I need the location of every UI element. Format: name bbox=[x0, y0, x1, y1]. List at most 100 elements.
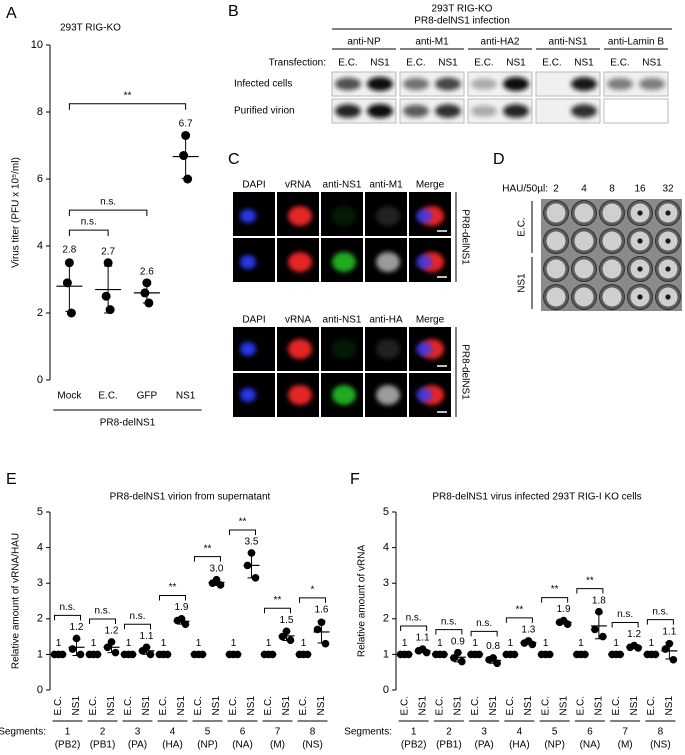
blot-subtitle: PR8-delNS1 infection bbox=[414, 16, 510, 27]
data-point bbox=[450, 654, 458, 662]
mean-label: 1 bbox=[508, 638, 514, 649]
significance-bracket bbox=[124, 623, 151, 630]
significance-label: ** bbox=[124, 90, 132, 101]
cell bbox=[376, 252, 400, 272]
micro-column-label: DAPI bbox=[242, 180, 265, 191]
mean-label: 1 bbox=[56, 638, 62, 649]
mean-label: 2.6 bbox=[140, 266, 154, 277]
y-tick-label: 1 bbox=[383, 648, 389, 660]
category-label: 7 bbox=[275, 727, 281, 738]
significance-label: n.s. bbox=[59, 602, 75, 613]
panel-label: A bbox=[6, 5, 17, 22]
x-tick-label: E.C. bbox=[228, 696, 239, 715]
error-bar bbox=[282, 630, 291, 642]
ha-dilution: 2 bbox=[553, 184, 559, 195]
panel-label: E bbox=[6, 471, 17, 488]
cell bbox=[416, 388, 432, 402]
micro-column-label: DAPI bbox=[242, 315, 265, 326]
blot-band bbox=[367, 104, 393, 118]
well-inner bbox=[574, 259, 594, 279]
data-point bbox=[208, 579, 217, 587]
lane-label: NS1 bbox=[370, 58, 390, 69]
category-label: 6 bbox=[587, 727, 593, 738]
y-tick-label: 3 bbox=[383, 577, 389, 589]
category-detail: (PB2) bbox=[401, 740, 427, 751]
significance-bracket bbox=[611, 622, 639, 628]
y-tick-label: 4 bbox=[383, 542, 389, 554]
lane-label: NS1 bbox=[642, 58, 662, 69]
y-axis-title: Virus titer (PFU x 10⁵/ml) bbox=[11, 157, 22, 268]
significance-bracket bbox=[194, 556, 221, 562]
mean-label: 1.5 bbox=[280, 615, 294, 626]
rbc-pellet bbox=[665, 238, 671, 244]
x-tick-label: E.C. bbox=[193, 696, 204, 715]
mean-label: 1.6 bbox=[315, 605, 329, 616]
x-tick-label: E.C. bbox=[98, 391, 117, 402]
micro-column-label: anti-HA bbox=[369, 315, 403, 326]
category-label: 2 bbox=[446, 727, 452, 738]
micro-column-label: vRNA bbox=[285, 180, 311, 191]
significance-bracket bbox=[576, 588, 604, 594]
category-detail: (PA) bbox=[128, 740, 147, 751]
blot-band bbox=[335, 104, 361, 118]
significance-bracket bbox=[646, 619, 674, 625]
antibody-label: anti-M1 bbox=[415, 37, 449, 48]
cell bbox=[416, 209, 432, 223]
antibody-label: anti-Lamin B bbox=[608, 37, 664, 48]
y-tick-label: 0 bbox=[37, 684, 43, 696]
x-tick-label: NS1 bbox=[417, 696, 428, 716]
significance-label: * bbox=[311, 585, 315, 596]
data-point bbox=[599, 632, 607, 641]
panel-label: B bbox=[228, 3, 239, 20]
blot-band bbox=[435, 104, 461, 118]
category-detail: (NA) bbox=[580, 740, 601, 751]
lane-label: E.C. bbox=[338, 58, 357, 69]
data-point bbox=[68, 645, 77, 653]
x-axis-title: Segments: bbox=[0, 727, 46, 738]
x-tick-label: NS1 bbox=[176, 696, 187, 716]
blot-band bbox=[403, 104, 429, 118]
error-bar bbox=[524, 640, 533, 645]
x-tick-label: NS1 bbox=[176, 391, 196, 402]
x-tick-label: E.C. bbox=[263, 696, 274, 715]
significance-label: ** bbox=[515, 605, 523, 616]
error-bar bbox=[453, 652, 462, 663]
mean-label: 1 bbox=[437, 638, 443, 649]
data-point bbox=[72, 634, 81, 643]
y-axis-title: Relative amount of vRNA bbox=[357, 545, 368, 658]
category-label: 3 bbox=[481, 727, 487, 738]
well-inner bbox=[574, 231, 594, 251]
data-point bbox=[591, 625, 599, 634]
lane-label: E.C. bbox=[542, 58, 561, 69]
chart-title: PR8-delNS1 virus infected 293T RIG-I KO … bbox=[432, 492, 641, 503]
x-tick-label: E.C. bbox=[505, 696, 516, 715]
micro-column-label: Merge bbox=[416, 315, 445, 326]
mean-label: 1.9 bbox=[175, 602, 189, 613]
error-bar bbox=[177, 617, 186, 625]
mean-label: 0.9 bbox=[451, 636, 465, 647]
blot-band bbox=[435, 77, 461, 91]
significance-bracket bbox=[435, 629, 463, 635]
micro-column-label: anti-NS1 bbox=[323, 315, 362, 326]
category-detail: (PB1) bbox=[436, 740, 462, 751]
mean-label: 1 bbox=[196, 638, 202, 649]
significance-bracket bbox=[505, 617, 533, 623]
blot-row-label: Purified virion bbox=[234, 106, 295, 117]
category-detail: (HA) bbox=[162, 740, 183, 751]
well-inner bbox=[602, 287, 622, 307]
category-label: 4 bbox=[170, 727, 176, 738]
error-bar bbox=[65, 260, 74, 312]
significance-bracket bbox=[68, 209, 148, 217]
cell bbox=[376, 385, 400, 405]
y-tick-label: 2 bbox=[383, 613, 389, 625]
mean-label: 1 bbox=[91, 638, 97, 649]
mean-label: 1 bbox=[266, 638, 272, 649]
mean-label: 1.1 bbox=[416, 633, 430, 644]
panel-label: D bbox=[493, 151, 505, 168]
x-tick-label: E.C. bbox=[470, 696, 481, 715]
ha-dilution-label: HAU/50µl: bbox=[502, 184, 548, 195]
category-detail: (PB2) bbox=[55, 740, 81, 751]
well-inner bbox=[546, 287, 566, 307]
significance-label: n.s. bbox=[652, 606, 668, 617]
mean-label: 1 bbox=[231, 638, 237, 649]
